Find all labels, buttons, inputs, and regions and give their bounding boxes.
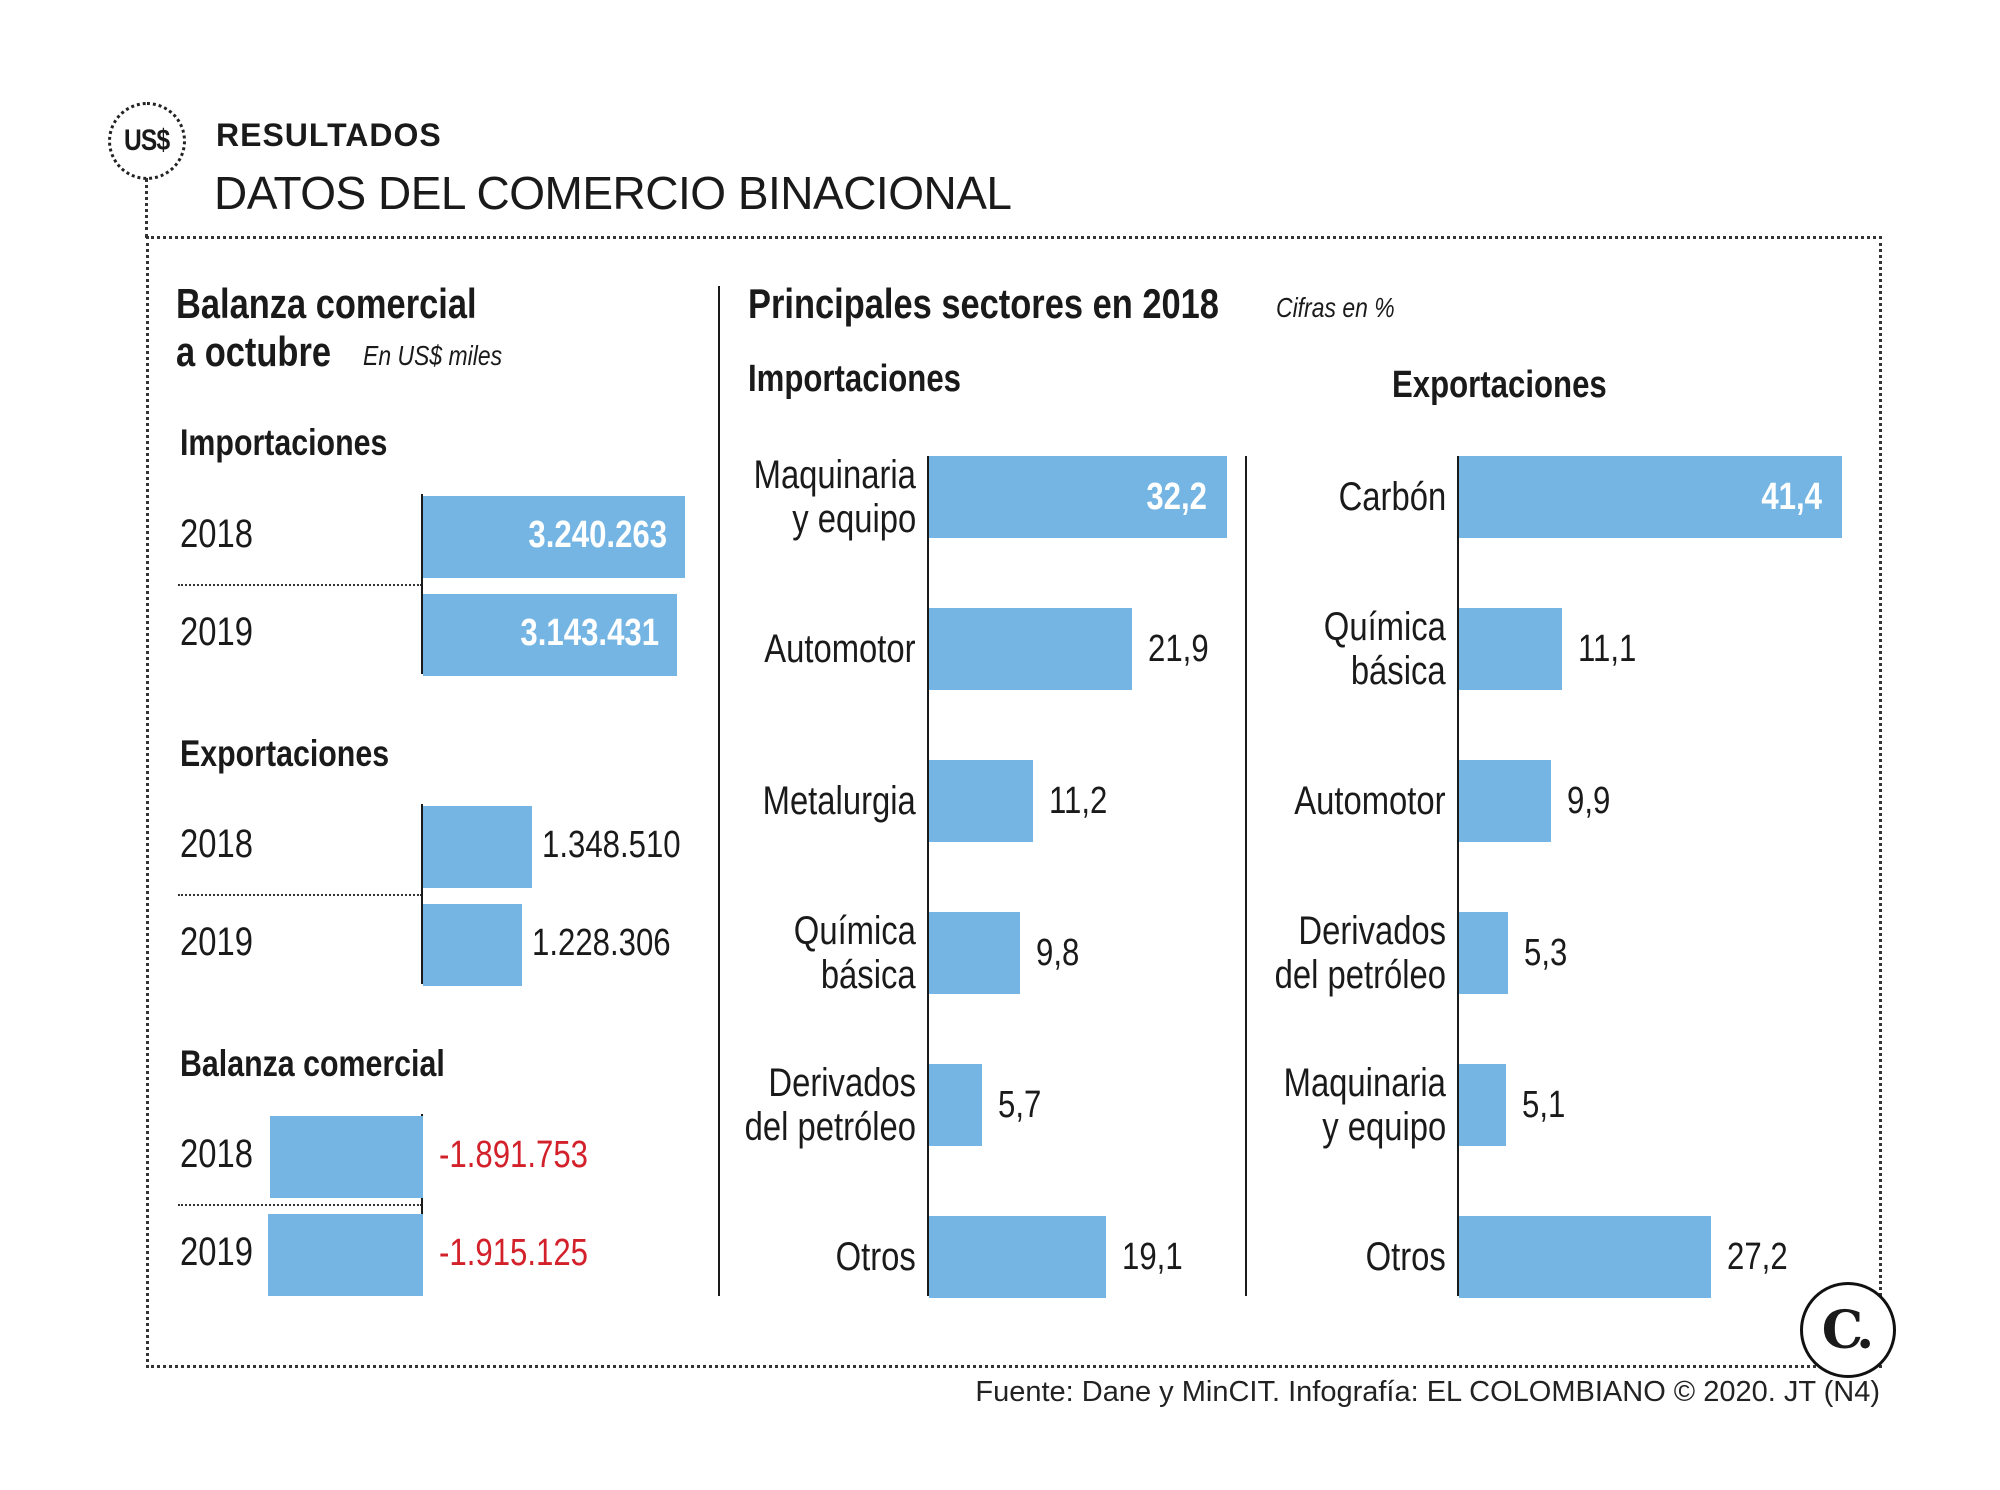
value-label: 5,7 — [997, 1084, 1042, 1126]
left-exports-axis — [421, 804, 423, 984]
bar-exports-carbon — [1459, 456, 1842, 538]
panel-divider-right — [1245, 456, 1247, 1296]
badge-text: US$ — [124, 124, 170, 157]
bar-imports-2019 — [423, 594, 678, 676]
category-label: Maquinaria y equipo — [753, 453, 916, 541]
balance-title-line1: Balanza comercial — [176, 280, 477, 327]
balance-title-line2: a octubre — [176, 328, 332, 375]
year-label: 2019 — [180, 920, 253, 964]
el-colombiano-logo-icon: C. — [1800, 1282, 1896, 1378]
bar-imports-otros — [929, 1216, 1106, 1298]
bar-balance-2019 — [268, 1214, 423, 1296]
panel-divider-left — [718, 286, 720, 1296]
value-label: 11,2 — [1048, 780, 1107, 822]
value-label: -1.915.125 — [439, 1232, 589, 1274]
sectors-exports-axis — [1457, 456, 1459, 1296]
value-label: 41,4 — [1761, 476, 1822, 518]
currency-badge-icon: US$ — [108, 102, 186, 180]
sectors-unit: Cifras en % — [1276, 292, 1395, 323]
value-label: 21,9 — [1147, 628, 1209, 670]
sectors-exports-title: Exportaciones — [1392, 364, 1607, 406]
value-label: 5,1 — [1522, 1084, 1566, 1126]
header-kicker: RESULTADOS — [216, 117, 442, 153]
value-label: 19,1 — [1121, 1236, 1183, 1278]
category-label: Química básica — [1323, 605, 1446, 693]
bar-exports-quimica — [1459, 608, 1562, 690]
value-label: 11,1 — [1577, 628, 1637, 670]
left-imports-axis — [421, 494, 423, 674]
bar-imports-quimica — [929, 912, 1020, 994]
bar-exports-maquinaria — [1459, 1064, 1507, 1146]
bar-imports-derivados — [929, 1064, 982, 1146]
category-label: Derivados del petróleo — [1274, 909, 1446, 997]
badge-connector — [145, 178, 148, 238]
value-label: -1.891.753 — [439, 1134, 589, 1176]
category-label: Otros — [1365, 1235, 1446, 1279]
value-label: 3.240.263 — [528, 514, 667, 556]
row-separator — [178, 894, 422, 896]
balance-unit: En US$ miles — [363, 340, 503, 371]
logo-letter: C. — [1821, 1299, 1875, 1361]
year-label: 2018 — [180, 512, 253, 556]
value-label: 1.228.306 — [532, 922, 671, 964]
row-separator — [178, 584, 422, 586]
category-label: Maquinaria y equipo — [1283, 1061, 1446, 1149]
value-label: 27,2 — [1726, 1236, 1788, 1278]
value-label: 9,8 — [1035, 932, 1079, 974]
year-label: 2019 — [180, 610, 253, 654]
year-label: 2018 — [180, 822, 253, 866]
bar-exports-otros — [1459, 1216, 1711, 1298]
category-label: Otros — [835, 1235, 916, 1279]
sectors-imports-title: Importaciones — [748, 358, 961, 400]
category-label: Metalurgia — [762, 779, 916, 823]
bar-balance-2018 — [270, 1116, 423, 1198]
value-label: 3.143.431 — [520, 612, 660, 654]
bar-exports-automotor — [1459, 760, 1551, 842]
category-label: Automotor — [764, 627, 916, 671]
year-label: 2019 — [180, 1230, 253, 1274]
sectors-title: Principales sectores en 2018 — [748, 280, 1219, 327]
bar-exports-2018 — [423, 806, 533, 888]
row-separator — [178, 1204, 422, 1206]
left-balance-axis — [421, 1114, 423, 1294]
bar-imports-maquinaria — [929, 456, 1227, 538]
year-label: 2018 — [180, 1132, 253, 1176]
value-label: 1.348.510 — [542, 824, 681, 866]
source-footer: Fuente: Dane y MinCIT. Infografía: EL CO… — [975, 1376, 1880, 1408]
bar-imports-metalurgia — [929, 760, 1033, 842]
category-label: Química básica — [793, 909, 916, 997]
value-label: 5,3 — [1524, 932, 1568, 974]
bar-exports-derivados — [1459, 912, 1509, 994]
category-label: Carbón — [1338, 475, 1446, 519]
bar-exports-2019 — [423, 904, 523, 986]
value-label: 32,2 — [1146, 476, 1207, 518]
content-frame — [146, 236, 1882, 1368]
left-balance-title: Balanza comercial — [180, 1043, 445, 1084]
value-label: 9,9 — [1566, 780, 1610, 822]
left-exports-title: Exportaciones — [180, 733, 390, 774]
bar-imports-automotor — [929, 608, 1132, 690]
sectors-imports-axis — [927, 456, 929, 1296]
left-imports-title: Importaciones — [180, 422, 388, 463]
category-label: Automotor — [1294, 779, 1446, 823]
page-title: DATOS DEL COMERCIO BINACIONAL — [214, 167, 1012, 219]
bar-imports-2018 — [423, 496, 685, 578]
category-label: Derivados del petróleo — [744, 1061, 916, 1149]
